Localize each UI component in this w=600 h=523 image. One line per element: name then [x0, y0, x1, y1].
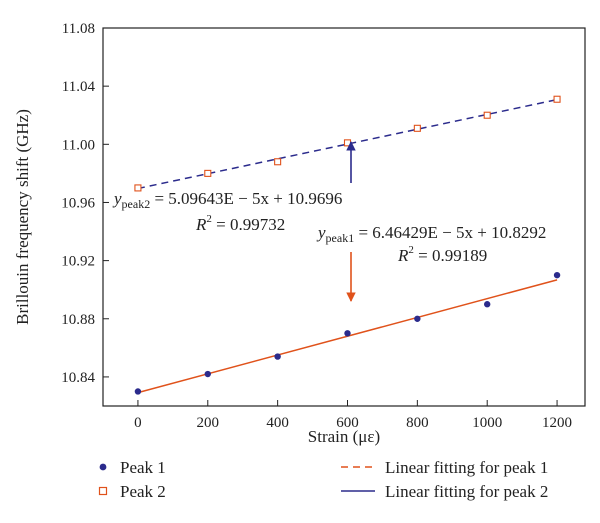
annotation-peak2-sup: 2: [206, 213, 212, 225]
plot-area-frame: [102, 27, 586, 407]
y-tick-label: 10.92: [61, 254, 95, 270]
data-points: [134, 95, 561, 395]
annotation-peak2-y: y: [112, 189, 122, 208]
data-point-peak2: [483, 111, 491, 119]
data-point-peak1: [553, 271, 561, 279]
data-point-peak1: [414, 315, 421, 322]
annotation-peak1-sub: peak1: [326, 231, 355, 245]
y-tick-label: 10.96: [61, 195, 95, 211]
annotation-peak1-y: y: [316, 223, 326, 242]
y-axis-label: Brillouin frequency shift (GHz): [13, 109, 32, 325]
annotation-peak2-r2: R2 = 0.99732: [195, 213, 285, 234]
annotation-peak2-req: = 0.99732: [212, 215, 285, 234]
legend-fit1-label: Linear fitting for peak 1: [385, 458, 548, 477]
legend: Peak 1 Peak 2 Linear fitting for peak 1 …: [98, 458, 548, 501]
annotation-peak2-sub: peak2: [122, 197, 151, 211]
data-point-peak2: [413, 124, 421, 132]
annotation-peak1-sup: 2: [408, 244, 414, 256]
data-point-peak2: [134, 184, 142, 192]
x-tick-label: 400: [266, 415, 289, 431]
data-point-peak1: [484, 301, 491, 308]
y-tick-label: 11.04: [62, 79, 96, 95]
legend-peak1-marker: [99, 463, 107, 471]
legend-peak2-marker: [98, 486, 108, 496]
axes: 0 200 400 600 800 1000 1200 10.84 10.88 10.92 10.9…: [61, 21, 572, 431]
x-tick-label: 800: [406, 415, 429, 431]
legend-peak2-label: Peak 2: [120, 482, 166, 501]
annotation-peak1-req: = 0.99189: [414, 246, 487, 265]
annotation-peak1-eq: = 6.46429E − 5x + 10.8292: [354, 223, 546, 242]
data-point-peak2: [204, 169, 212, 177]
data-point-peak1: [274, 353, 281, 360]
data-point-peak1: [344, 330, 351, 337]
x-axis-label: Strain (με): [308, 427, 380, 446]
y-tick-label: 11.08: [62, 21, 95, 37]
x-tick-label: 1200: [542, 415, 572, 431]
y-tick-label: 10.88: [61, 312, 95, 328]
annotation-peak1-equation: ypeak1 = 6.46429E − 5x + 10.8292: [316, 223, 546, 245]
data-point-peak1: [204, 370, 211, 378]
x-tick-label: 600: [336, 415, 359, 431]
x-tick-label: 200: [197, 415, 220, 431]
x-tick-label: 1000: [472, 415, 502, 431]
data-point-peak2: [553, 95, 561, 103]
annotation-peak2-equation: ypeak2 = 5.09643E − 5x + 10.9696: [112, 189, 342, 211]
data-point-peak2: [343, 139, 352, 147]
annotation-peak1-r2: R2 = 0.99189: [397, 244, 487, 265]
x-tick-label: 0: [134, 415, 142, 431]
y-tick-label: 10.84: [61, 370, 95, 386]
data-point-peak2: [274, 158, 282, 166]
legend-peak1-label: Peak 1: [120, 458, 166, 477]
legend-fit2-label: Linear fitting for peak 2: [385, 482, 548, 501]
data-point-peak1: [134, 388, 142, 395]
annotation-peak2-eq: = 5.09643E − 5x + 10.9696: [150, 189, 342, 208]
y-tick-label: 11.00: [62, 137, 95, 153]
annotation-peak2-r: R: [195, 215, 207, 234]
annotation-peak1-r: R: [397, 246, 409, 265]
